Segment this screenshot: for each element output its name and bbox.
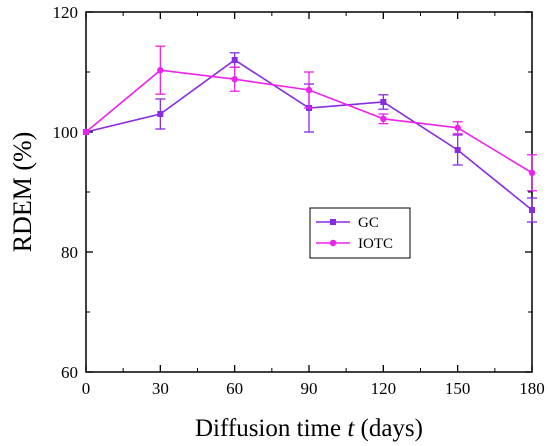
data-point-iotc (528, 169, 536, 176)
x-tick-label: 120 (371, 379, 397, 398)
legend-label-gc: GC (358, 215, 379, 231)
y-tick-label: 60 (61, 363, 78, 382)
x-tick-label: 180 (519, 379, 545, 398)
data-point-gc (231, 57, 238, 63)
data-point-iotc (380, 115, 387, 123)
axis-titles: Diffusion time t (days) RDEM (%) (8, 132, 423, 442)
y-tick-label: 100 (53, 123, 79, 142)
axes: 0 30 60 90 120 150 180 60 80 100 120 (53, 3, 545, 398)
data-point-gc (454, 147, 461, 153)
legend-marker-gc (330, 219, 336, 225)
plot-frame (85, 11, 533, 373)
data-point-gc (380, 99, 387, 105)
series-layer (82, 45, 537, 223)
y-axis-title: RDEM (%) (8, 132, 37, 253)
legend: GC IOTC (309, 207, 411, 259)
data-point-iotc (231, 76, 238, 83)
data-point-iotc (454, 124, 461, 131)
y-tick-label: 80 (61, 243, 78, 262)
x-axis-title: Diffusion time t (days) (195, 415, 423, 442)
data-point-gc (529, 207, 535, 213)
legend-marker-iotc (329, 239, 337, 247)
y-tick-label: 120 (53, 3, 79, 22)
x-tick-label: 60 (226, 379, 243, 398)
x-tick-label: 0 (82, 379, 91, 398)
legend-box (309, 207, 411, 259)
legend-label-iotc: IOTC (358, 236, 393, 252)
x-tick-label: 30 (152, 379, 169, 398)
x-tick-label: 150 (445, 379, 471, 398)
data-point-gc (157, 111, 164, 117)
data-point-iotc (305, 86, 313, 94)
x-tick-label: 90 (301, 379, 318, 398)
data-point-iotc (157, 67, 164, 74)
data-point-iotc (82, 128, 90, 136)
series-iotc (82, 45, 537, 192)
